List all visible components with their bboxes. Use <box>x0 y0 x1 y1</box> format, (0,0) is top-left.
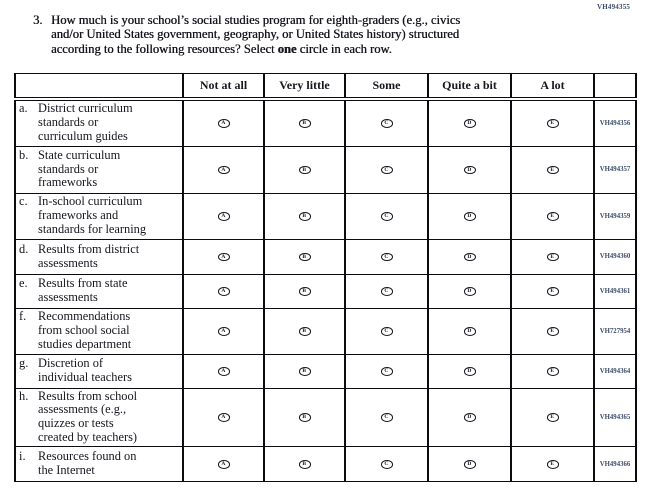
table-row: d. Results from district assessments A B … <box>14 238 637 275</box>
column-header-a-lot: A lot <box>510 73 595 101</box>
table-row: e. Results from state assessments A B C D… <box>14 273 637 309</box>
answer-circle-a[interactable]: A <box>217 212 230 221</box>
question-line-2: and/or United States government, geograp… <box>51 27 460 42</box>
row-letter: d. <box>19 241 29 256</box>
answer-circle-e[interactable]: E <box>546 287 559 296</box>
answer-circle-c[interactable]: C <box>380 460 393 469</box>
row-code: VH494361 <box>593 273 637 309</box>
answer-circle-b[interactable]: B <box>298 252 311 262</box>
column-header-not-at-all: Not at all <box>182 73 265 101</box>
answer-circle-a[interactable]: A <box>217 327 230 336</box>
answer-circle-b[interactable]: B <box>298 413 311 422</box>
column-header-blank <box>14 73 184 101</box>
answer-circle-c[interactable]: C <box>380 119 393 128</box>
table-row: h. Results from school assessments (e.g.,… <box>14 387 637 448</box>
question-block: 3. How much is your school’s social stud… <box>33 13 460 56</box>
answer-circle-a[interactable]: A <box>217 252 230 262</box>
row-label: Results from school assessments (e.g., q… <box>38 388 138 445</box>
answer-circle-b[interactable]: B <box>298 460 311 469</box>
answer-circle-b[interactable]: B <box>298 367 311 376</box>
table-row: b. State curriculum standards or framewor… <box>14 145 637 194</box>
answer-circle-a[interactable]: A <box>217 165 230 175</box>
answer-circle-e[interactable]: E <box>546 367 559 376</box>
answer-circle-e[interactable]: E <box>546 212 559 221</box>
row-letter: h. <box>19 388 29 403</box>
answer-circle-b[interactable]: B <box>298 287 311 296</box>
answer-circle-d[interactable]: D <box>463 413 476 422</box>
answer-circle-b[interactable]: B <box>298 327 311 336</box>
answer-circle-a[interactable]: A <box>217 460 230 469</box>
row-label: State curriculum standards or frameworks <box>38 147 121 190</box>
answer-circle-d[interactable]: D <box>463 327 476 336</box>
row-label: Discretion of individual teachers <box>38 356 132 384</box>
row-letter: b. <box>19 147 29 162</box>
answer-circle-c[interactable]: C <box>380 287 393 296</box>
answer-circle-c[interactable]: C <box>380 212 393 221</box>
answer-circle-c[interactable]: C <box>380 327 393 336</box>
row-code: VH494357 <box>593 145 637 194</box>
answer-circle-a[interactable]: A <box>217 287 230 296</box>
row-letter: i. <box>19 449 26 464</box>
row-letter: g. <box>19 356 29 371</box>
row-label: Resources found on the Internet <box>38 449 137 478</box>
question-line-1: How much is your school’s social studies… <box>51 13 461 27</box>
row-letter: a. <box>19 101 28 116</box>
row-code: VH494360 <box>593 238 637 275</box>
form-code: VH494355 <box>597 3 631 11</box>
row-label: District curriculum standards or curricu… <box>38 101 133 144</box>
emphasis-one: one <box>277 41 297 56</box>
row-label: Results from district assessments <box>38 241 140 270</box>
answer-circle-d[interactable]: D <box>463 212 476 221</box>
row-label: In-school curriculum frameworks and stan… <box>38 194 147 236</box>
row-code: VH727954 <box>593 307 637 355</box>
row-letter: c. <box>19 194 28 209</box>
answer-circle-a[interactable]: A <box>217 367 230 376</box>
answer-circle-d[interactable]: D <box>463 287 476 296</box>
row-label: Recommendations from school social studi… <box>38 309 132 351</box>
row-code: VH494366 <box>593 446 637 483</box>
row-letter: f. <box>19 309 27 324</box>
answer-circle-e[interactable]: E <box>546 413 559 422</box>
row-label: Results from state assessments <box>38 276 128 304</box>
table-row: i. Resources found on the Internet A B C … <box>14 446 637 483</box>
answer-circle-b[interactable]: B <box>298 119 311 128</box>
question-line-3: according to the following resources? Se… <box>51 41 392 56</box>
table-row: c. In-school curriculum frameworks and st… <box>14 192 637 240</box>
row-code: VH494364 <box>593 353 637 389</box>
answer-circle-d[interactable]: D <box>463 252 476 262</box>
column-header-some: Some <box>344 73 429 101</box>
row-code: VH494356 <box>593 98 637 147</box>
answer-circle-d[interactable]: D <box>463 460 476 469</box>
table-row: g. Discretion of individual teachers A B … <box>14 353 637 389</box>
row-code: VH494359 <box>593 192 637 240</box>
answer-circle-d[interactable]: D <box>463 367 476 376</box>
answer-circle-c[interactable]: C <box>380 367 393 376</box>
column-header-code <box>593 73 637 101</box>
column-header-very-little: Very little <box>263 73 346 101</box>
column-header-quite-a-bit: Quite a bit <box>427 73 512 101</box>
row-code: VH494365 <box>593 387 637 448</box>
answer-circle-c[interactable]: C <box>380 165 393 175</box>
answer-circle-a[interactable]: A <box>217 119 230 128</box>
answer-circle-e[interactable]: E <box>546 119 559 128</box>
answer-circle-b[interactable]: B <box>298 165 311 175</box>
answer-circle-c[interactable]: C <box>380 413 393 422</box>
answer-circle-c[interactable]: C <box>380 252 393 262</box>
resources-table: Not at all Very little Some Quite a bit … <box>14 73 637 483</box>
row-letter: e. <box>19 276 28 291</box>
answer-circle-e[interactable]: E <box>546 165 559 175</box>
answer-circle-b[interactable]: B <box>298 212 311 221</box>
answer-circle-d[interactable]: D <box>463 165 476 175</box>
question-text: How much is your school’s social studies… <box>51 13 460 56</box>
answer-circle-e[interactable]: E <box>546 460 559 469</box>
answer-circle-e[interactable]: E <box>546 252 559 262</box>
table-row: f. Recommendations from school social stu… <box>14 307 637 355</box>
answer-circle-e[interactable]: E <box>546 327 559 336</box>
answer-circle-a[interactable]: A <box>217 413 230 422</box>
table-row: a. District curriculum standards or curri… <box>14 98 637 147</box>
table-header-row: Not at all Very little Some Quite a bit … <box>14 73 637 101</box>
answer-circle-d[interactable]: D <box>463 119 476 128</box>
question-number: 3. <box>33 13 43 27</box>
